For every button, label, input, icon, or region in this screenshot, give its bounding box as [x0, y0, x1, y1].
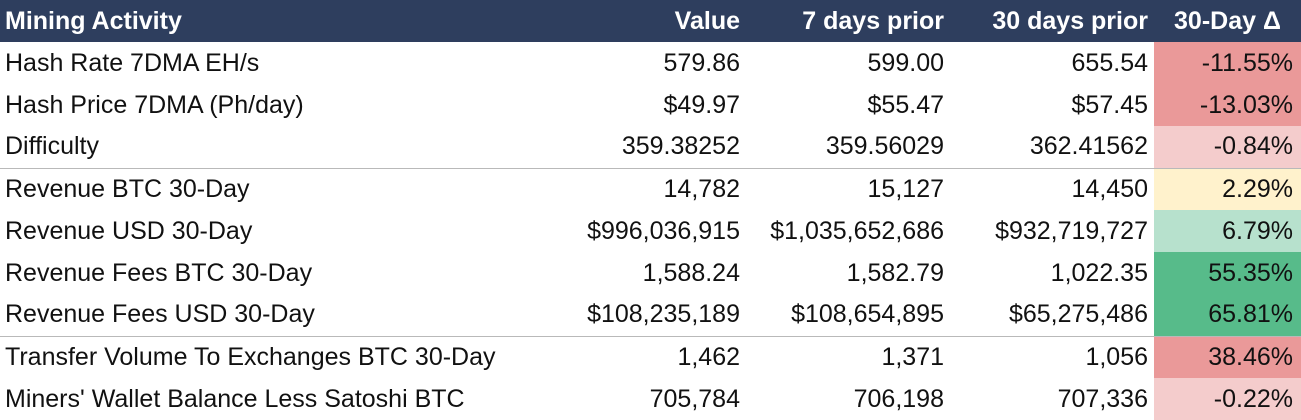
header-row: Mining Activity Value 7 days prior 30 da… — [0, 0, 1301, 42]
cell-7-days-prior: 706,198 — [853, 384, 944, 413]
row-label: Revenue BTC 30-Day — [0, 167, 563, 210]
row-label: Transfer Volume To Exchanges BTC 30-Day — [0, 335, 563, 378]
row-label: Revenue USD 30-Day — [5, 216, 253, 245]
header-value: Value — [674, 6, 740, 35]
cell-30-day-delta: -13.03% — [1154, 84, 1301, 126]
cell-30-days-prior: 14,450 — [950, 167, 1154, 210]
table-header: Mining Activity Value 7 days prior 30 da… — [0, 0, 1301, 42]
cell-30-days-prior: 1,022.35 — [1050, 258, 1148, 287]
row-label: Miners' Wallet Balance Less Satoshi BTC — [5, 384, 465, 413]
header-7-days-prior: 7 days prior — [802, 6, 944, 35]
cell-30-day-delta: -11.55% — [1154, 42, 1301, 84]
cell-value: 1,588.24 — [642, 258, 740, 287]
cell-30-day-delta: -0.84% — [1154, 126, 1301, 168]
row-label: Hash Rate 7DMA EH/s — [5, 48, 260, 77]
table-row: Transfer Volume To Exchanges BTC 30-Day … — [0, 335, 1301, 378]
table-row: Revenue Fees BTC 30-Day 1,588.24 1,582.7… — [0, 252, 1301, 294]
cell-30-day-delta: -0.22% — [1154, 378, 1301, 420]
cell-7-days-prior: 359.56029 — [825, 132, 944, 161]
cell-30-days-prior: $57.45 — [1071, 90, 1148, 119]
cell-7-days-prior: $1,035,652,686 — [770, 216, 944, 245]
header-mining-activity: Mining Activity — [5, 6, 182, 35]
cell-value: $108,235,189 — [587, 300, 740, 329]
header-30-days-prior: 30 days prior — [992, 6, 1148, 35]
cell-value: 359.38252 — [621, 132, 740, 161]
cell-value: $49.97 — [663, 90, 740, 119]
cell-30-days-prior: 362.41562 — [1029, 132, 1148, 161]
table-row: Hash Rate 7DMA EH/s 579.86 599.00 655.54… — [0, 42, 1301, 84]
cell-value: 1,462 — [563, 335, 746, 378]
cell-30-day-delta: 55.35% — [1154, 252, 1301, 294]
cell-7-days-prior: $108,654,895 — [791, 300, 944, 329]
cell-7-days-prior: 15,127 — [746, 167, 950, 210]
table-row: Miners' Wallet Balance Less Satoshi BTC … — [0, 378, 1301, 420]
cell-30-day-delta: 2.29% — [1154, 167, 1301, 210]
row-label: Revenue Fees USD 30-Day — [5, 300, 315, 329]
header-30-day-delta: 30-Day Δ — [1174, 6, 1281, 35]
cell-30-days-prior: 707,336 — [1057, 384, 1148, 413]
cell-30-days-prior: $65,275,486 — [1008, 300, 1148, 329]
cell-value: 705,784 — [649, 384, 740, 413]
cell-value: 14,782 — [563, 167, 746, 210]
table-row: Revenue USD 30-Day $996,036,915 $1,035,6… — [0, 210, 1301, 252]
cell-value: $996,036,915 — [587, 216, 740, 245]
table-body: Hash Rate 7DMA EH/s 579.86 599.00 655.54… — [0, 42, 1301, 420]
row-label: Revenue Fees BTC 30-Day — [5, 258, 313, 287]
cell-7-days-prior: 1,582.79 — [846, 258, 944, 287]
cell-30-day-delta: 38.46% — [1154, 335, 1301, 378]
cell-value: 579.86 — [663, 48, 740, 77]
cell-7-days-prior: 1,371 — [746, 335, 950, 378]
cell-30-days-prior: 655.54 — [1071, 48, 1148, 77]
cell-7-days-prior: $55.47 — [867, 90, 944, 119]
row-label: Difficulty — [5, 132, 100, 161]
cell-30-day-delta: 65.81% — [1154, 294, 1301, 336]
cell-30-days-prior: 1,056 — [950, 335, 1154, 378]
table-row: Revenue Fees USD 30-Day $108,235,189 $10… — [0, 294, 1301, 336]
table-row: Difficulty 359.38252 359.56029 362.41562… — [0, 126, 1301, 168]
cell-7-days-prior: 599.00 — [867, 48, 944, 77]
row-label: Hash Price 7DMA (Ph/day) — [5, 90, 304, 119]
cell-30-days-prior: $932,719,727 — [995, 216, 1148, 245]
cell-30-day-delta: 6.79% — [1154, 210, 1301, 252]
table-row: Hash Price 7DMA (Ph/day) $49.97 $55.47 $… — [0, 84, 1301, 126]
table-row: Revenue BTC 30-Day 14,782 15,127 14,450 … — [0, 167, 1301, 210]
